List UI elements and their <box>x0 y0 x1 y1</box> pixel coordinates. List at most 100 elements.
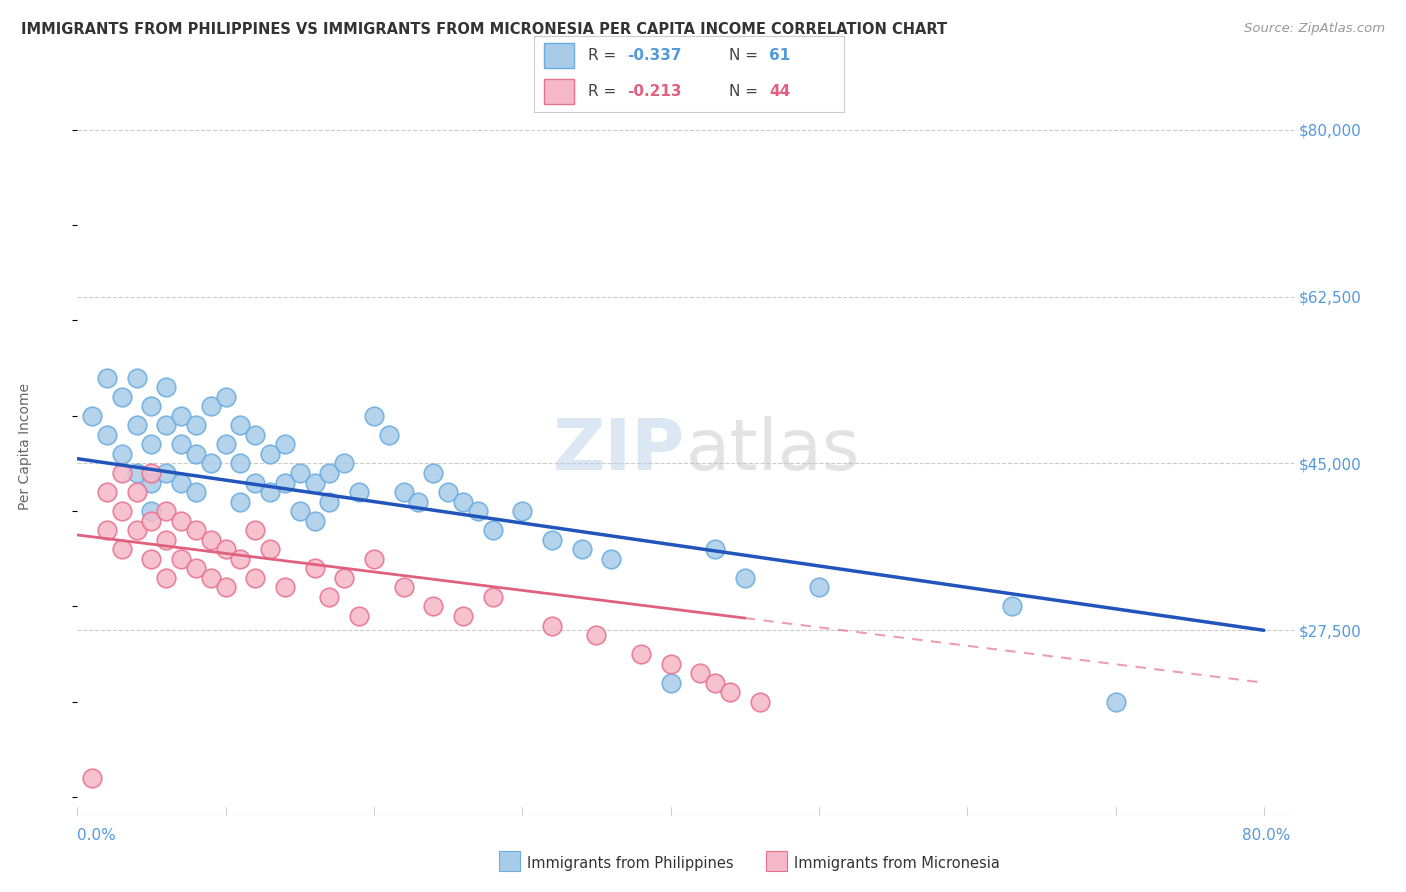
Point <box>318 494 340 508</box>
Point <box>659 657 682 671</box>
Point <box>510 504 533 518</box>
Point <box>718 685 741 699</box>
Text: 80.0%: 80.0% <box>1243 828 1291 843</box>
Point <box>111 466 134 480</box>
Point <box>392 581 415 595</box>
Point <box>274 475 297 490</box>
Point <box>451 609 474 624</box>
Point <box>259 485 281 500</box>
Point <box>184 485 207 500</box>
Point <box>200 571 222 585</box>
Text: -0.337: -0.337 <box>627 48 682 63</box>
Point <box>422 466 444 480</box>
Point <box>245 475 267 490</box>
Point <box>229 418 252 433</box>
Point <box>141 399 163 413</box>
Point <box>170 514 193 528</box>
Point <box>155 380 177 394</box>
Point <box>630 647 652 661</box>
Point <box>111 504 134 518</box>
Point <box>304 561 326 575</box>
Point <box>184 523 207 537</box>
Text: R =: R = <box>588 48 621 63</box>
Bar <box>544 44 575 69</box>
Point <box>214 390 236 404</box>
Point <box>734 571 756 585</box>
Point <box>245 571 267 585</box>
Text: -0.213: -0.213 <box>627 84 682 99</box>
Point <box>748 695 770 709</box>
Point <box>155 466 177 480</box>
Bar <box>544 78 575 104</box>
Text: N =: N = <box>730 48 763 63</box>
Text: IMMIGRANTS FROM PHILIPPINES VS IMMIGRANTS FROM MICRONESIA PER CAPITA INCOME CORR: IMMIGRANTS FROM PHILIPPINES VS IMMIGRANT… <box>21 22 948 37</box>
Point <box>288 504 311 518</box>
Point <box>378 428 401 442</box>
Point <box>111 447 134 461</box>
Point <box>245 428 267 442</box>
Point <box>1104 695 1126 709</box>
Point <box>141 475 163 490</box>
Text: ZIP: ZIP <box>553 416 686 484</box>
Point <box>481 590 503 604</box>
Point <box>807 581 830 595</box>
Point <box>437 485 460 500</box>
Point <box>259 542 281 557</box>
Text: 61: 61 <box>769 48 790 63</box>
Point <box>111 390 134 404</box>
Point <box>585 628 607 642</box>
Point <box>347 485 370 500</box>
Point <box>184 418 207 433</box>
Point <box>333 457 356 471</box>
Point <box>170 437 193 451</box>
Point <box>82 771 104 785</box>
Point <box>689 666 711 681</box>
Point <box>467 504 489 518</box>
Point <box>363 551 385 566</box>
Point <box>245 523 267 537</box>
Point <box>363 409 385 423</box>
Point <box>184 561 207 575</box>
Point <box>541 533 564 547</box>
Point <box>451 494 474 508</box>
Point <box>408 494 430 508</box>
Point <box>82 409 104 423</box>
Point <box>125 523 148 537</box>
Point <box>1001 599 1024 614</box>
Point <box>141 466 163 480</box>
Point <box>155 418 177 433</box>
Point <box>214 542 236 557</box>
Point <box>141 514 163 528</box>
Point <box>274 581 297 595</box>
Text: atlas: atlas <box>686 416 860 484</box>
Text: Immigrants from Micronesia: Immigrants from Micronesia <box>794 856 1000 871</box>
Text: N =: N = <box>730 84 763 99</box>
Point <box>214 437 236 451</box>
Point <box>214 581 236 595</box>
Text: Immigrants from Philippines: Immigrants from Philippines <box>527 856 734 871</box>
Point <box>170 475 193 490</box>
Point <box>229 457 252 471</box>
Point <box>125 466 148 480</box>
Point <box>704 542 727 557</box>
Point <box>111 542 134 557</box>
Point <box>304 475 326 490</box>
Point <box>392 485 415 500</box>
Point <box>200 533 222 547</box>
Text: R =: R = <box>588 84 621 99</box>
Text: Per Capita Income: Per Capita Income <box>18 383 32 509</box>
Point <box>125 418 148 433</box>
Point <box>318 590 340 604</box>
Point <box>170 551 193 566</box>
Point <box>274 437 297 451</box>
Text: Source: ZipAtlas.com: Source: ZipAtlas.com <box>1244 22 1385 36</box>
Point <box>96 485 118 500</box>
Point <box>229 551 252 566</box>
Point <box>422 599 444 614</box>
Point <box>288 466 311 480</box>
Point <box>200 399 222 413</box>
Point <box>259 447 281 461</box>
Point <box>184 447 207 461</box>
Point <box>200 457 222 471</box>
Point <box>155 504 177 518</box>
